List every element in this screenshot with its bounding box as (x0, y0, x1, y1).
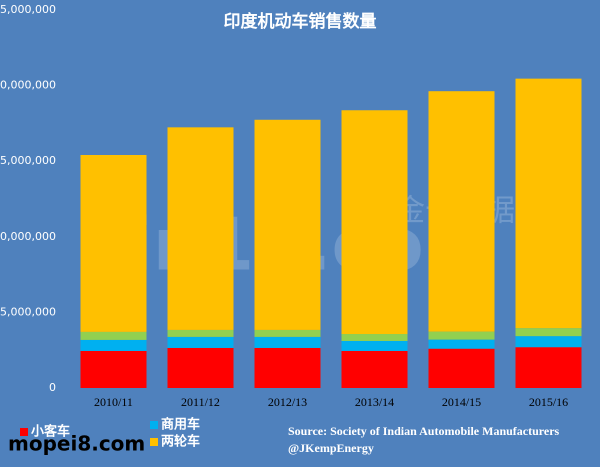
source: @JKempEnergy (288, 441, 374, 455)
bar-segment (341, 110, 408, 335)
bar-segment (515, 78, 582, 329)
y-tick-label: 20,000,000 (0, 79, 56, 92)
bar-segment (167, 329, 234, 337)
legend-swatch (150, 438, 158, 446)
x-tick-label: 2013/14 (355, 395, 394, 409)
bar-segment (515, 336, 582, 348)
chart-title: 印度机动车销售数量 (224, 11, 377, 32)
bar-segment (167, 127, 234, 330)
bar-segment (80, 331, 147, 340)
legend-label: 两轮车 (161, 434, 200, 450)
x-tick-label: 2014/15 (442, 395, 481, 409)
x-tick-label: 2011/12 (181, 395, 220, 409)
y-tick-label: 25,000,000 (0, 3, 56, 16)
bar-segment (254, 119, 321, 330)
x-tick-label: 2010/11 (94, 395, 133, 409)
bar-segment (428, 339, 495, 349)
bar-segment (341, 334, 408, 341)
bar-segment (428, 331, 495, 340)
bar-segment (341, 340, 408, 351)
bar-segment (515, 328, 582, 337)
bar-segment (167, 347, 234, 388)
bar-segment (254, 336, 321, 348)
y-tick-label: 5,000,000 (0, 305, 56, 318)
legend-swatch (150, 421, 158, 429)
bar-segment (428, 91, 495, 332)
y-tick-label: 0 (49, 381, 56, 394)
watermark: mopei8.com (8, 432, 145, 456)
bar-segment (428, 348, 495, 388)
x-tick-label: 2015/16 (529, 395, 568, 409)
bar-segment (167, 336, 234, 348)
y-tick-label: 15,000,000 (0, 154, 56, 167)
legend-swatch (20, 428, 28, 436)
bar-segment (254, 329, 321, 337)
bar-segment (254, 347, 321, 388)
legend-label: 商用车 (161, 417, 200, 433)
y-tick-label: 10,000,000 (0, 230, 56, 243)
bar-segment (80, 350, 147, 388)
bar-segment (341, 350, 408, 388)
x-tick-label: 2012/13 (268, 395, 307, 409)
bar-segment (515, 347, 582, 388)
bar-segment (80, 339, 147, 351)
legend-label: 小客车 (31, 424, 70, 440)
source: Source: Society of Indian Automobile Man… (288, 424, 560, 438)
bar-segment (80, 155, 147, 332)
